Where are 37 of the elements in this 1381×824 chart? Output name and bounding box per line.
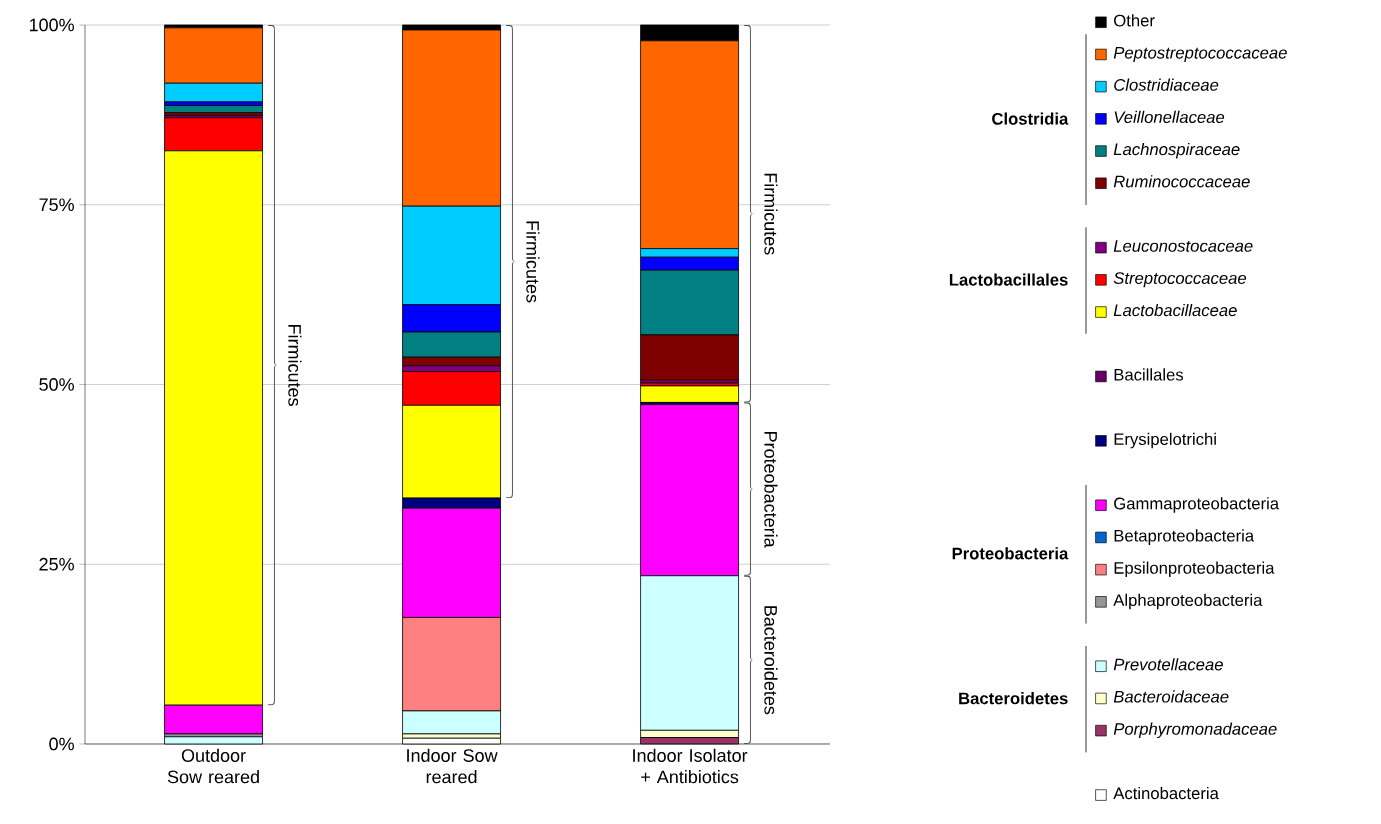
legend-label: Streptococcaceae bbox=[1113, 272, 1247, 288]
annotation: Firmicutes bbox=[764, 173, 778, 255]
y-tick-label: 25% bbox=[39, 557, 74, 571]
legend-label: Lachnospiraceae bbox=[1113, 142, 1240, 159]
x-tick-label: Outdoor Sow reared bbox=[167, 748, 259, 784]
legend-label: Other bbox=[1114, 14, 1155, 27]
legend-label: Peptostreptococcaceae bbox=[1113, 47, 1287, 62]
x-tick-label: Indoor Isolator + Antibiotics bbox=[633, 748, 748, 784]
x-tick-label: Indoor Sow reared bbox=[407, 748, 498, 784]
text: Proteobacteria bbox=[952, 547, 1069, 560]
y-tick-label: 75% bbox=[39, 198, 74, 212]
legend-label: Bacillales bbox=[1114, 368, 1184, 381]
y-tick-label: 0% bbox=[49, 737, 74, 751]
annotation: Proteobacteria bbox=[764, 432, 778, 548]
legend-label: Clostridiaceae bbox=[1114, 78, 1219, 91]
legend-label: Epsilonproteobacteria bbox=[1114, 561, 1275, 578]
legend-label: Ruminococcaceae bbox=[1113, 175, 1250, 188]
legend-label: Lactobacillaceae bbox=[1113, 303, 1237, 317]
legend-label: Bacteroidaceae bbox=[1113, 690, 1229, 703]
text: Clostridia bbox=[992, 112, 1069, 125]
legend-label: Actinobacteria bbox=[1113, 786, 1219, 800]
text: Bacteroidetes bbox=[959, 692, 1068, 705]
annotation: Firmicutes bbox=[526, 221, 540, 303]
legend-label: Leuconostocaceae bbox=[1113, 240, 1253, 252]
legend-label: Erysipelotrichi bbox=[1114, 432, 1216, 449]
bar bbox=[640, 385, 739, 403]
y-tick-label: 50% bbox=[39, 378, 74, 391]
legend-label: Betaproteobacteria bbox=[1114, 529, 1255, 545]
legend-label: Alphaproteobacteria bbox=[1113, 593, 1263, 610]
annotation: Firmicutes bbox=[288, 325, 302, 406]
legend-label: Gammaproteobacteria bbox=[1114, 497, 1280, 513]
legend-label: Porphyromonadaceae bbox=[1113, 722, 1277, 739]
legend-label: Prevotellaceae bbox=[1113, 658, 1223, 671]
text: Lactobacillales bbox=[949, 273, 1068, 286]
legend-label: Veillonellaceae bbox=[1114, 110, 1225, 124]
y-tick-label: 100% bbox=[29, 18, 74, 32]
annotation: Bacteroidetes bbox=[764, 606, 778, 715]
